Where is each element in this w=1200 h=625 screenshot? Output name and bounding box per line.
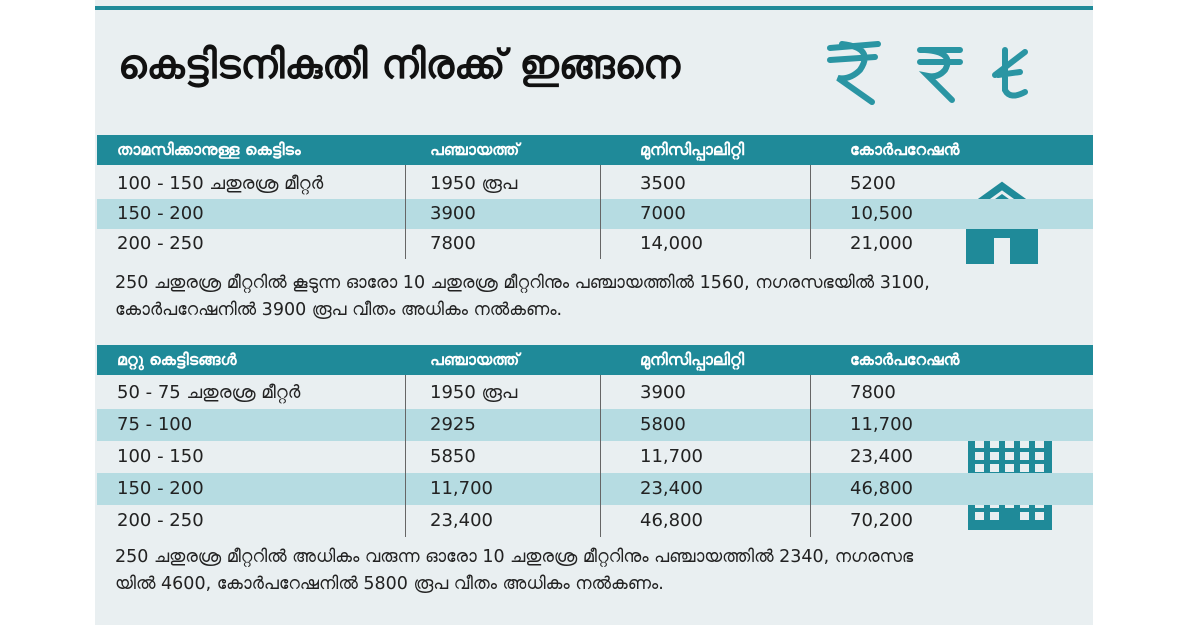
table-cell: 100 - 150 xyxy=(117,446,204,467)
table-cell: 5850 xyxy=(430,446,476,467)
table-cell: 46,800 xyxy=(850,478,913,499)
table-cell: 23,400 xyxy=(640,478,703,499)
table-cell: 3900 xyxy=(430,203,476,224)
table-cell: 1950 രൂപ xyxy=(430,382,518,403)
column-header: താമസിക്കാനുള്ള കെട്ടിടം xyxy=(117,140,301,159)
column-divider xyxy=(600,165,601,259)
window xyxy=(1020,464,1029,472)
window xyxy=(1035,452,1044,460)
window xyxy=(1035,440,1044,448)
window xyxy=(975,452,984,460)
table-cell: 23,400 xyxy=(850,446,913,467)
table-cell: 5200 xyxy=(850,173,896,194)
note-line: യിൽ 4600, കോർപറേഷനിൽ 5800 രൂപ വീതം അധികം… xyxy=(115,574,664,594)
table-cell: 3900 xyxy=(640,382,686,403)
window xyxy=(1035,464,1044,472)
table-cell: 11,700 xyxy=(640,446,703,467)
window xyxy=(975,512,984,520)
window xyxy=(990,464,999,472)
window xyxy=(975,440,984,448)
rupee-icons xyxy=(827,41,1028,105)
table-cell: 7000 xyxy=(640,203,686,224)
column-divider xyxy=(810,375,811,537)
column-divider xyxy=(600,375,601,537)
table-cell: 75 - 100 xyxy=(117,414,193,435)
table-cell: 100 - 150 ചതുരശ്ര മീറ്റർ xyxy=(117,173,324,194)
window xyxy=(1005,440,1014,448)
row-band xyxy=(97,409,1093,441)
table-cell: 150 - 200 xyxy=(117,478,204,499)
column-header: പഞ്ചായത്ത് xyxy=(430,350,520,369)
row-band xyxy=(97,199,1093,229)
table-cell: 7800 xyxy=(430,233,476,254)
table-cell: 2925 xyxy=(430,414,476,435)
window xyxy=(1005,452,1014,460)
column-header: പഞ്ചായത്ത് xyxy=(430,140,520,159)
top-rule xyxy=(95,6,1093,10)
table-cell: 7800 xyxy=(850,382,896,403)
column-header: മുനിസിപ്പാലിറ്റി xyxy=(640,140,745,159)
window xyxy=(990,440,999,448)
table-cell: 10,500 xyxy=(850,203,913,224)
column-divider xyxy=(405,375,406,537)
window xyxy=(1020,452,1029,460)
column-header: മറ്റു കെട്ടിടങ്ങൾ xyxy=(117,350,237,369)
note-line: 250 ചതുരശ്ര മീറ്ററിൽ അധികം വരുന്ന ഓരോ 10… xyxy=(115,547,914,567)
table-cell: 21,000 xyxy=(850,233,913,254)
column-header: കോർപറേഷൻ xyxy=(850,350,960,369)
table-cell: 23,400 xyxy=(430,510,493,531)
window xyxy=(1020,440,1029,448)
window xyxy=(1035,512,1044,520)
panel xyxy=(95,0,1093,625)
table-cell: 3500 xyxy=(640,173,686,194)
table-cell: 150 - 200 xyxy=(117,203,204,224)
window xyxy=(975,464,984,472)
table-cell: 200 - 250 xyxy=(117,510,204,531)
table-cell: 46,800 xyxy=(640,510,703,531)
window xyxy=(990,452,999,460)
column-divider xyxy=(810,165,811,259)
table-header xyxy=(97,135,1093,165)
table-cell: 70,200 xyxy=(850,510,913,531)
window xyxy=(990,512,999,520)
window xyxy=(1005,464,1014,472)
table-cell: 11,700 xyxy=(430,478,493,499)
table-header xyxy=(97,345,1093,375)
table-cell: 11,700 xyxy=(850,414,913,435)
table-cell: 14,000 xyxy=(640,233,703,254)
title: കെട്ടിടനികുതി നിരക്ക് ഇങ്ങനെ xyxy=(118,42,681,88)
column-header: കോർപറേഷൻ xyxy=(850,140,960,159)
table-cell: 1950 രൂപ xyxy=(430,173,518,194)
column-header: മുനിസിപ്പാലിറ്റി xyxy=(640,350,745,369)
table-cell: 5800 xyxy=(640,414,686,435)
note-line: കോർപറേഷനിൽ 3900 രൂപ വീതം അധികം നൽകണം. xyxy=(115,300,563,320)
column-divider xyxy=(405,165,406,259)
table-cell: 50 - 75 ചതുരശ്ര മീറ്റർ xyxy=(117,382,301,403)
row-band xyxy=(97,473,1093,505)
table-cell: 200 - 250 xyxy=(117,233,204,254)
window xyxy=(1020,512,1029,520)
note-line: 250 ചതുരശ്ര മീറ്ററിൽ കൂടുന്ന ഓരോ 10 ചതുര… xyxy=(115,273,930,293)
